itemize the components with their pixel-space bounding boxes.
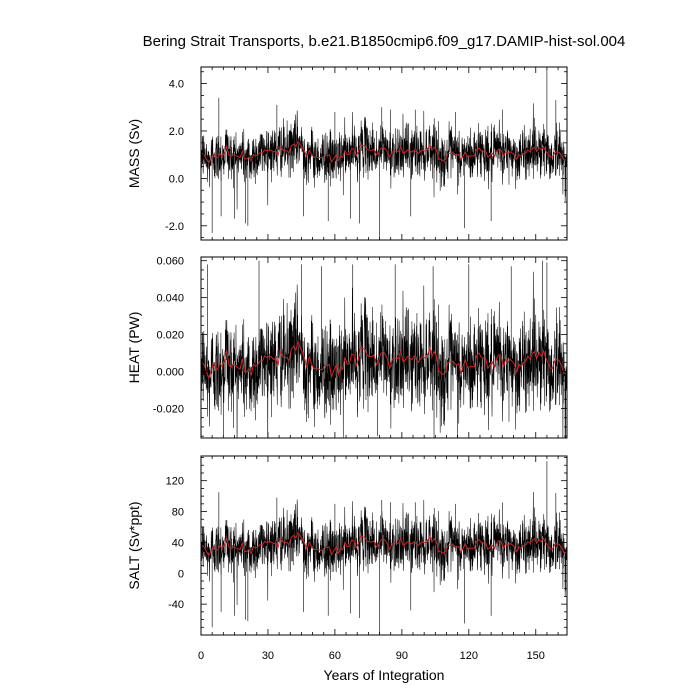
annual-mean-line	[201, 140, 566, 164]
panel-3: -40 0 40 80 120 SALT (Sv*ppt) 0 30 60 90 120 150	[126, 455, 568, 662]
x-tick-label: 90	[396, 650, 408, 662]
panel-1: -2.0 0.0 2.0 4.0 MASS (Sv)	[126, 66, 568, 241]
panel-2: -0.020 0.000 0.020 0.040 0.060 HEAT (PW)	[126, 256, 568, 439]
y-tick-label: 120	[166, 476, 184, 488]
y-axis-label: MASS (Sv)	[126, 119, 142, 188]
y-tick-label: -40	[168, 599, 184, 611]
x-axis-label: Years of Integration	[324, 667, 445, 683]
y-tick-label: 0.040	[156, 293, 184, 305]
y-axis-label: SALT (Sv*ppt)	[126, 501, 142, 589]
y-tick-label: 0	[178, 568, 184, 580]
y-tick-label: 40	[172, 537, 184, 549]
x-tick-label: 0	[198, 650, 204, 662]
panel-frame	[200, 455, 568, 636]
x-tick-label: 60	[329, 650, 341, 662]
monthly-series-line	[201, 271, 567, 438]
x-tick-label: 30	[262, 650, 274, 662]
y-tick-label: 0.060	[156, 256, 184, 268]
x-tick-label: 150	[527, 650, 545, 662]
annual-mean-line	[201, 531, 566, 557]
panels: -2.0 0.0 2.0 4.0 MASS (Sv) -0.020 0.000 0.020 0.…	[126, 66, 568, 662]
y-tick-label: 0.0	[169, 173, 184, 185]
monthly-series-line	[201, 492, 567, 606]
monthly-series-line	[201, 103, 567, 210]
y-tick-label: 2.0	[169, 126, 184, 138]
y-axis-label: HEAT (PW)	[126, 312, 142, 384]
chart-title: Bering Strait Transports, b.e21.B1850cmi…	[143, 33, 626, 50]
y-tick-label: 4.0	[169, 79, 184, 91]
annual-mean-line	[201, 339, 567, 380]
x-tick-label: 120	[460, 650, 478, 662]
panel-frame	[200, 66, 568, 241]
y-tick-label: 0.000	[156, 367, 184, 379]
y-tick-label: -0.020	[153, 403, 184, 415]
y-tick-label: 80	[172, 507, 184, 519]
y-tick-label: 0.020	[156, 330, 184, 342]
panel-frame	[200, 256, 568, 439]
y-tick-label: -2.0	[165, 221, 184, 233]
